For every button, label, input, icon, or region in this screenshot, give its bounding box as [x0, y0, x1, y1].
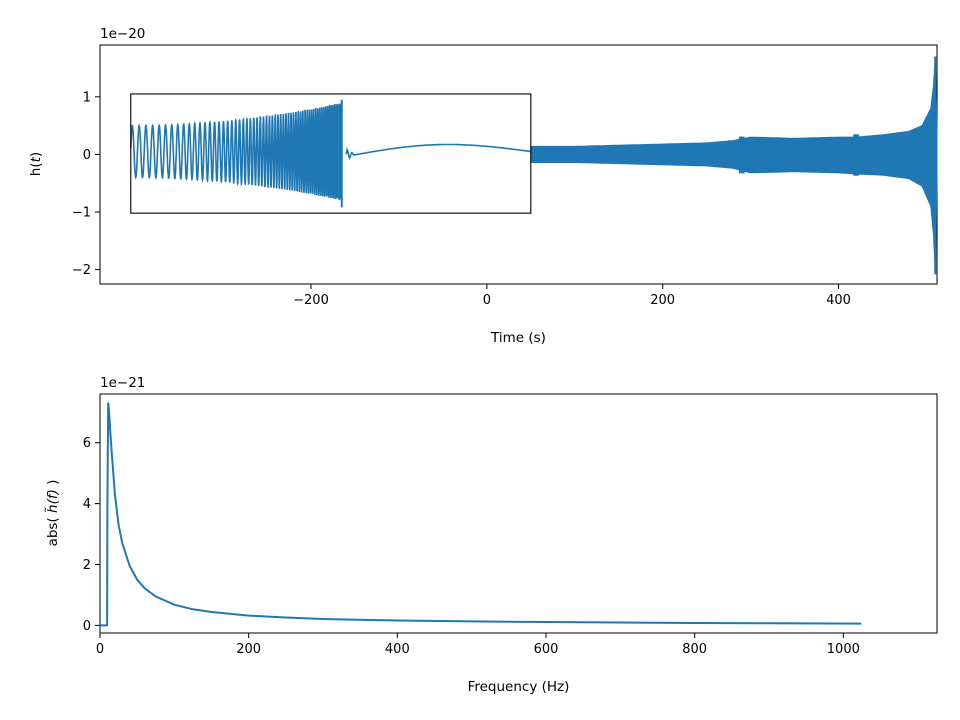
frequency-domain-y-label-prefix: abs(: [45, 513, 61, 546]
x-tick-label: 0: [96, 642, 104, 657]
time-domain-plot: −200 0 200 400 −2 −1 0 1 1e−20 Time (s) h(t): [28, 26, 938, 346]
frequency-domain-x-ticks: 0 200 400 600 800 1000: [96, 633, 860, 657]
time-domain-y-label-suffix: ): [28, 152, 44, 157]
inset-chirp: [130, 102, 343, 200]
time-domain-y-ticks: −2 −1 0 1: [72, 90, 100, 278]
y-tick-label: 4: [83, 497, 91, 512]
frequency-domain-x-axis-label: Frequency (Hz): [468, 679, 570, 695]
x-tick-label: 400: [826, 293, 851, 308]
time-domain-x-axis-label: Time (s): [490, 330, 546, 346]
inset-tail: [345, 143, 531, 160]
frequency-domain-y-axis-label: abs( h̃(f) ): [45, 480, 61, 547]
time-domain-series: [130, 56, 938, 275]
y-tick-label: −2: [72, 263, 91, 278]
time-domain-offset-text: 1e−20: [100, 26, 145, 42]
frequency-domain-plot: 0 200 400 600 800 1000 0 2 4 6 1e−21 Frequency (…: [45, 375, 938, 695]
x-tick-label: 200: [236, 642, 261, 657]
y-tick-label: −1: [72, 206, 91, 221]
x-tick-label: 400: [385, 642, 410, 657]
x-tick-label: 800: [682, 642, 707, 657]
frequency-domain-axes-frame: [99, 393, 938, 634]
frequency-domain-offset-text: 1e−21: [100, 375, 145, 391]
y-tick-label: 0: [83, 148, 91, 163]
x-tick-label: 600: [534, 642, 559, 657]
y-tick-label: 2: [83, 558, 91, 573]
x-tick-label: −200: [293, 293, 329, 308]
x-tick-label: 0: [483, 293, 491, 308]
frequency-series-line: [100, 402, 862, 627]
y-tick-label: 1: [83, 90, 91, 105]
frequency-domain-series: [100, 402, 862, 627]
frequency-domain-y-label-suffix: ): [45, 480, 61, 490]
time-series-band: [530, 56, 938, 275]
frequency-domain-y-ticks: 0 2 4 6: [83, 436, 100, 634]
y-tick-label: 0: [83, 619, 91, 634]
time-domain-x-ticks: −200 0 200 400: [293, 284, 851, 308]
time-domain-y-axis-label: h(t): [28, 152, 44, 176]
x-tick-label: 1000: [827, 642, 860, 657]
time-domain-y-label-variable: t: [28, 156, 44, 162]
y-tick-label: 6: [83, 436, 91, 451]
x-tick-label: 200: [650, 293, 675, 308]
time-domain-y-label-prefix: h(: [28, 162, 44, 176]
frequency-domain-y-label-variable: h̃(f): [45, 489, 61, 513]
inset-box: [130, 93, 532, 214]
